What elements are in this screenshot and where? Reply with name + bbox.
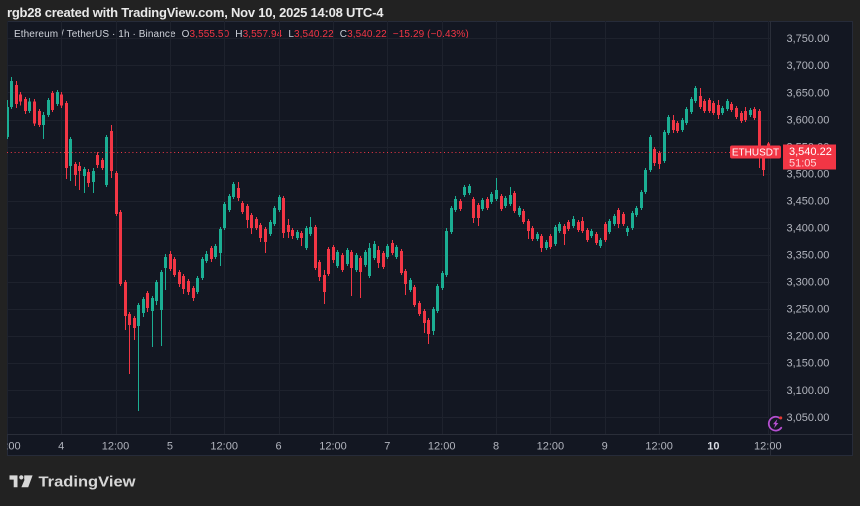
svg-text:8: 8 xyxy=(493,441,499,453)
svg-text:3,750.00: 3,750.00 xyxy=(787,33,830,45)
svg-text:12:00: 12:00 xyxy=(428,441,456,453)
svg-text:4: 4 xyxy=(58,441,64,453)
svg-text:3,400.00: 3,400.00 xyxy=(787,223,830,235)
svg-text:3,050.00: 3,050.00 xyxy=(787,412,830,424)
svg-text:TradingView: TradingView xyxy=(39,474,136,491)
svg-text:9: 9 xyxy=(602,441,608,453)
svg-text:3,540.22: 3,540.22 xyxy=(789,146,832,158)
svg-text:12:00: 12:00 xyxy=(645,441,673,453)
svg-text:5: 5 xyxy=(167,441,173,453)
svg-text:12:00: 12:00 xyxy=(7,441,21,453)
svg-text:12:00: 12:00 xyxy=(537,441,565,453)
svg-text:10: 10 xyxy=(707,441,719,453)
svg-text:3,250.00: 3,250.00 xyxy=(787,304,830,316)
svg-text:6: 6 xyxy=(276,441,282,453)
svg-text:3,300.00: 3,300.00 xyxy=(787,277,830,289)
svg-text:12:00: 12:00 xyxy=(210,441,238,453)
svg-text:12:00: 12:00 xyxy=(319,441,347,453)
svg-text:12:00: 12:00 xyxy=(102,441,130,453)
svg-text:ETHUSDT: ETHUSDT xyxy=(732,148,779,159)
svg-text:7: 7 xyxy=(384,441,390,453)
svg-text:3,500.00: 3,500.00 xyxy=(787,168,830,180)
svg-text:3,150.00: 3,150.00 xyxy=(787,358,830,370)
svg-text:3,650.00: 3,650.00 xyxy=(787,87,830,99)
svg-text:3,600.00: 3,600.00 xyxy=(787,114,830,126)
svg-text:3,350.00: 3,350.00 xyxy=(787,250,830,262)
svg-text:3,100.00: 3,100.00 xyxy=(787,385,830,397)
svg-text:12:00: 12:00 xyxy=(754,441,782,453)
svg-text:3,200.00: 3,200.00 xyxy=(787,331,830,343)
svg-text:3,700.00: 3,700.00 xyxy=(787,60,830,72)
svg-text:51:05: 51:05 xyxy=(789,158,817,170)
svg-text:3,450.00: 3,450.00 xyxy=(787,195,830,207)
